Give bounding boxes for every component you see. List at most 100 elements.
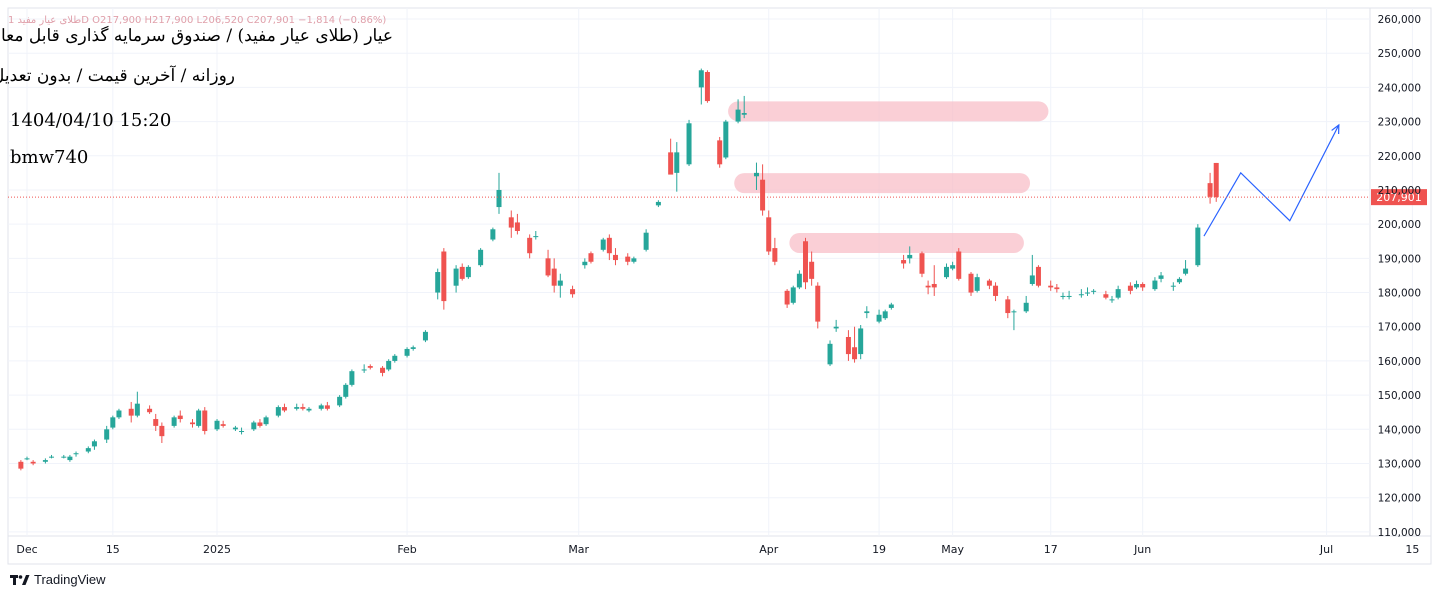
price-tick-label: 120,000 — [1378, 493, 1421, 505]
candle-body — [1127, 285, 1133, 291]
candle — [214, 419, 220, 432]
candle-body — [760, 179, 766, 211]
candle — [177, 410, 183, 423]
candle — [698, 68, 704, 105]
time-tick-label: 19 — [872, 543, 886, 556]
candle — [796, 270, 802, 290]
candle — [919, 251, 925, 278]
candle — [1115, 285, 1121, 300]
projection-path[interactable] — [1203, 123, 1340, 237]
candle — [465, 265, 471, 279]
candle — [1103, 290, 1109, 300]
candle — [968, 272, 974, 296]
last-price-marker: 207,901 — [8, 189, 1427, 206]
candle-body — [1029, 275, 1035, 284]
price-tick-label: 220,000 — [1378, 151, 1421, 163]
candle-body — [263, 417, 269, 425]
candle-body — [380, 367, 386, 373]
candle-body — [944, 266, 949, 278]
candle — [668, 138, 674, 175]
candle — [741, 95, 747, 119]
time-tick-label: Feb — [397, 543, 416, 556]
candle-body — [735, 109, 741, 122]
candle — [1170, 282, 1176, 291]
candle-body — [772, 248, 778, 262]
candle — [1048, 280, 1054, 291]
price-axis[interactable]: 110,000 120,000 130,000 140,000 150,000 160,0… — [1378, 14, 1421, 539]
brand-name: TradingView — [34, 572, 106, 587]
candle-body — [73, 453, 79, 455]
candle — [300, 403, 306, 411]
candle — [91, 439, 97, 450]
candle-body — [159, 425, 165, 437]
candle — [858, 325, 864, 360]
candle — [931, 265, 937, 296]
candle — [478, 248, 484, 267]
candle — [380, 366, 386, 377]
candle — [67, 454, 73, 462]
candle-body — [741, 113, 747, 115]
candle-body — [600, 239, 606, 250]
candle — [753, 162, 759, 190]
candle-body — [907, 254, 913, 259]
candle — [110, 415, 116, 430]
candle-body — [324, 405, 330, 409]
candle-body — [441, 251, 447, 302]
tradingview-brand[interactable]: TradingView — [10, 572, 106, 587]
candle-body — [239, 431, 245, 433]
candle-body — [306, 408, 312, 411]
candle-body — [1066, 295, 1072, 297]
candle — [361, 364, 367, 373]
candle-body — [582, 261, 588, 266]
candle-body — [888, 304, 894, 308]
candle-body — [232, 427, 238, 430]
candle-body — [196, 410, 202, 426]
price-tick-label: 170,000 — [1378, 322, 1421, 334]
candle-body — [514, 222, 520, 231]
candle-body — [1183, 268, 1189, 274]
candle-body — [723, 121, 729, 158]
candle — [876, 309, 882, 324]
candle — [49, 454, 55, 459]
candle-body — [827, 343, 833, 365]
candle — [410, 345, 416, 351]
candle-body — [931, 283, 937, 288]
candle-body — [1152, 280, 1158, 290]
candle — [974, 273, 980, 293]
candle-body — [1060, 295, 1066, 297]
candle-body — [1011, 311, 1017, 313]
price-tick-label: 110,000 — [1378, 527, 1421, 539]
candle — [735, 99, 741, 124]
candle — [888, 302, 894, 310]
candle — [1207, 172, 1213, 204]
candle — [453, 265, 459, 293]
candle — [263, 415, 269, 426]
candle — [588, 251, 594, 264]
price-tick-label: 240,000 — [1378, 82, 1421, 94]
candle-body — [361, 369, 367, 371]
candle-body — [24, 458, 30, 460]
candle-body — [1084, 292, 1090, 294]
candle — [827, 340, 833, 367]
price-tick-label: 260,000 — [1378, 14, 1421, 26]
candle-body — [18, 461, 24, 469]
candle-body — [852, 347, 858, 360]
support-resistance-zones[interactable] — [728, 101, 1049, 253]
price-tick-label: 230,000 — [1378, 117, 1421, 129]
time-axis[interactable]: Dec152025FebMarApr19May17JunJul15Aug16 — [16, 543, 1441, 556]
candle-body — [275, 407, 281, 416]
candle — [582, 258, 588, 269]
author-label: bmw740 — [10, 147, 89, 168]
candle-body — [220, 424, 226, 426]
candle-body — [465, 266, 471, 278]
candle — [281, 403, 287, 413]
price-tick-label: 210,000 — [1378, 185, 1421, 197]
candle-body — [588, 253, 594, 262]
candle-body — [30, 461, 36, 464]
candle — [944, 263, 949, 279]
candle — [845, 330, 851, 361]
candles — [18, 68, 1219, 471]
candle — [30, 460, 36, 466]
candle-body — [349, 371, 355, 385]
